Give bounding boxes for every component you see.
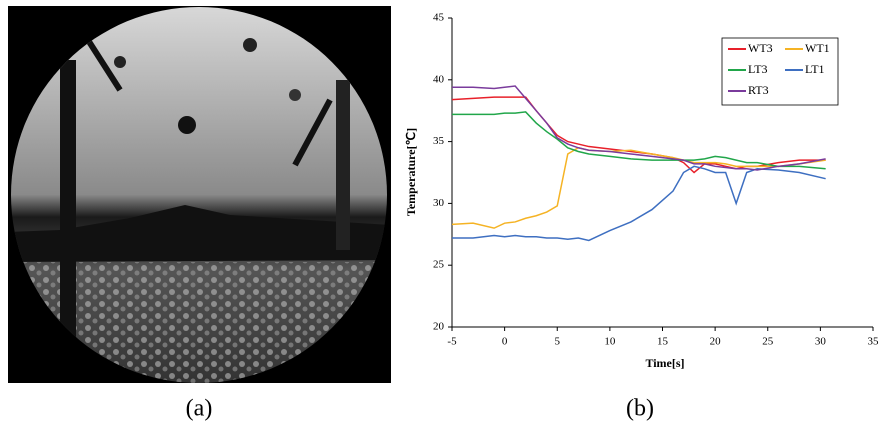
legend-label: RT3 — [748, 83, 769, 97]
x-tick-label: 20 — [710, 336, 722, 348]
legend-label: WT1 — [805, 41, 830, 55]
line-series — [451, 146, 826, 229]
y-tick-label: 20 — [433, 321, 445, 333]
x-tick-label: -5 — [447, 336, 457, 348]
legend-label: LT3 — [748, 62, 768, 76]
y-tick-label: 45 — [433, 12, 445, 24]
legend-label: WT3 — [748, 41, 773, 55]
photo — [8, 6, 391, 383]
y-axis-label: Temperature[℃] — [404, 128, 418, 216]
legend-label: LT1 — [805, 62, 825, 76]
x-tick-label: 5 — [555, 336, 561, 348]
x-tick-label: 10 — [604, 336, 616, 348]
panel-label: (a) — [186, 396, 213, 422]
line-series — [452, 111, 826, 170]
line-series — [451, 96, 826, 174]
y-tick-label: 40 — [433, 73, 445, 85]
x-tick-label: 35 — [868, 336, 880, 348]
x-axis-label: Time[s] — [645, 356, 684, 370]
line-series — [452, 165, 826, 242]
x-tick-label: 30 — [815, 336, 827, 348]
x-tick-label: 15 — [657, 336, 669, 348]
x-tick-label: 0 — [502, 336, 508, 348]
y-tick-label: 35 — [433, 135, 445, 147]
panel-label: (b) — [626, 396, 654, 422]
y-tick-label: 30 — [433, 197, 445, 209]
y-tick-label: 25 — [433, 259, 445, 271]
line-series — [452, 85, 826, 171]
x-tick-label: 25 — [762, 336, 774, 348]
